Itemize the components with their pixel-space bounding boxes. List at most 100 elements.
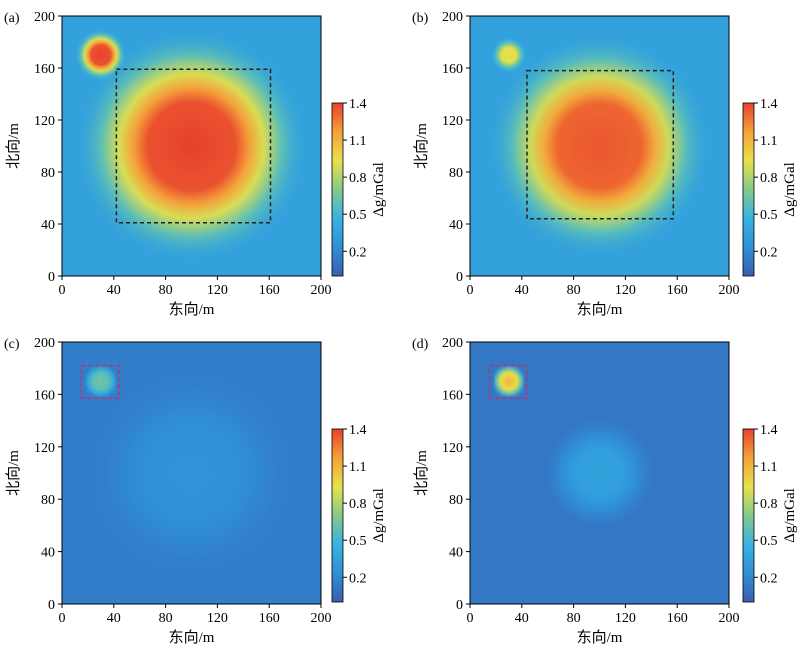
x-tick-label: 0 [59,611,66,626]
plot-frame [469,15,730,277]
plot-frame [61,341,322,605]
colorbar-tick-label: 0.5 [760,208,778,223]
y-tick-label: 160 [34,388,55,403]
x-tick-label: 40 [515,611,529,626]
x-tick-label: 120 [207,283,228,298]
y-tick-label: 0 [456,270,463,285]
x-tick-label: 200 [311,611,332,626]
x-tick-label: 120 [207,611,228,626]
y-tick-label: 40 [449,546,463,561]
x-tick-label: 80 [567,283,581,298]
anomaly-source-2 [87,369,296,577]
x-axis-label: 东向/m [169,629,215,646]
panel-c: 0 40 80 120 160 200 0 40 80 120 160 200 东向/m 北向/m (c) 0… [4,336,387,646]
colorbar-tick-label: 0.5 [349,208,367,223]
colorbar-tick-label: 0.8 [349,497,367,512]
x-axis-label: 东向/m [577,301,623,318]
y-tick-label: 120 [442,114,463,129]
colorbar-tick-label: 0.8 [349,171,367,186]
colorbar-tick-label: 1.1 [349,460,367,475]
heatmap-field [488,34,711,258]
y-tick-label: 80 [41,493,55,508]
panel-label: (c) [4,337,20,352]
colorbar-tick-label: 1.4 [760,423,778,438]
anomaly-source-1 [74,29,309,263]
colorbar-tick-label: 1.1 [760,460,778,475]
y-axis-label: 北向/m [5,123,22,169]
y-tick-label: 80 [449,166,463,181]
colorbar-label: Δg/mGal [371,162,387,217]
x-tick-label: 160 [667,283,688,298]
colorbar-tick-label: 0.5 [760,534,778,549]
x-tick-label: 40 [515,283,529,298]
y-tick-label: 120 [442,441,463,456]
panel-label: (b) [412,11,429,26]
plot-frame [61,15,322,277]
y-tick-label: 120 [34,114,55,129]
anomaly-source-1 [85,366,117,397]
plot-frame [469,341,730,605]
y-tick-label: 0 [456,598,463,613]
y-tick-label: 160 [442,62,463,77]
colorbar-tick-label: 0.5 [349,534,367,549]
colorbar-tick-label: 1.1 [349,134,367,149]
heatmap-field [85,366,296,577]
heatmap-field [74,29,309,263]
y-tick-label: 200 [34,336,55,351]
heatmap-field [493,366,657,530]
x-tick-label: 40 [107,283,121,298]
anomaly-source-2 [490,36,527,74]
x-tick-label: 120 [615,611,636,626]
x-tick-label: 160 [259,283,280,298]
colorbar-tick-label: 0.2 [760,245,778,260]
anomaly-source-2 [74,29,127,81]
colorbar-tick-label: 0.2 [349,571,367,586]
colorbar-tick-label: 1.4 [349,423,367,438]
y-axis-label: 北向/m [413,123,430,169]
colorbar [331,102,344,277]
panel-b: 0 40 80 120 160 200 0 40 80 120 160 200 东向/m 北向/m (b) 0… [412,10,798,318]
y-axis-label: 北向/m [5,450,22,496]
y-tick-label: 120 [34,441,55,456]
anomaly-source-1 [488,34,711,258]
y-tick-label: 40 [449,218,463,233]
colorbar [742,428,755,603]
colorbar-label: Δg/mGal [782,488,798,543]
panel-label: (d) [412,337,429,352]
colorbar [331,428,344,603]
colorbar-label: Δg/mGal [782,162,798,217]
colorbar-tick-label: 0.2 [349,245,367,260]
y-tick-label: 200 [442,336,463,351]
x-tick-label: 80 [567,611,581,626]
y-tick-label: 40 [41,218,55,233]
anomaly-source-1 [493,366,525,397]
x-tick-label: 160 [259,611,280,626]
y-tick-label: 80 [41,166,55,181]
dashed-box-1 [526,69,675,220]
y-tick-label: 160 [442,388,463,403]
x-tick-label: 0 [467,611,474,626]
y-tick-label: 0 [48,270,55,285]
colorbar [742,102,755,277]
y-tick-label: 80 [449,493,463,508]
y-tick-label: 200 [442,10,463,25]
panel-a: 0 40 80 120 160 200 0 40 80 120 160 200 东向/m 北向/m (a) 0… [4,10,387,318]
colorbar-tick-label: 0.8 [760,497,778,512]
y-tick-label: 160 [34,62,55,77]
y-tick-label: 40 [41,546,55,561]
x-tick-label: 160 [667,611,688,626]
x-tick-label: 200 [719,283,740,298]
panel-label: (a) [4,11,20,26]
y-tick-label: 200 [34,10,55,25]
y-tick-label: 0 [48,598,55,613]
x-tick-label: 200 [719,611,740,626]
x-tick-label: 40 [107,611,121,626]
anomaly-source-2 [542,416,657,530]
dashed-box-1 [115,68,272,224]
y-axis-label: 北向/m [413,450,430,496]
colorbar-tick-label: 1.1 [760,134,778,149]
colorbar-label: Δg/mGal [371,488,387,543]
x-tick-label: 0 [59,283,66,298]
